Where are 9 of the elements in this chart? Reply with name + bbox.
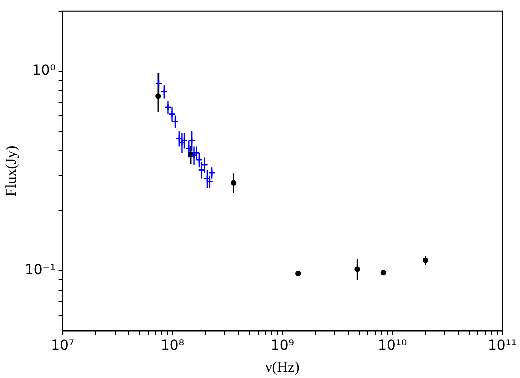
x-tick-label: 10¹⁰ (378, 338, 408, 354)
y-tick-label: 10⁰ (32, 63, 56, 80)
x-axis-title: ν(Hz) (266, 360, 300, 376)
x-tick-label: 10⁹ (270, 338, 295, 354)
x-tick-label: 10⁸ (161, 338, 185, 354)
y-tick-label: 10⁻¹ (24, 262, 56, 279)
x-tick-label: 10¹¹ (488, 338, 518, 354)
y-axis-title: Flux(Jy) (4, 146, 20, 197)
x-tick-label: 10⁷ (51, 338, 75, 354)
